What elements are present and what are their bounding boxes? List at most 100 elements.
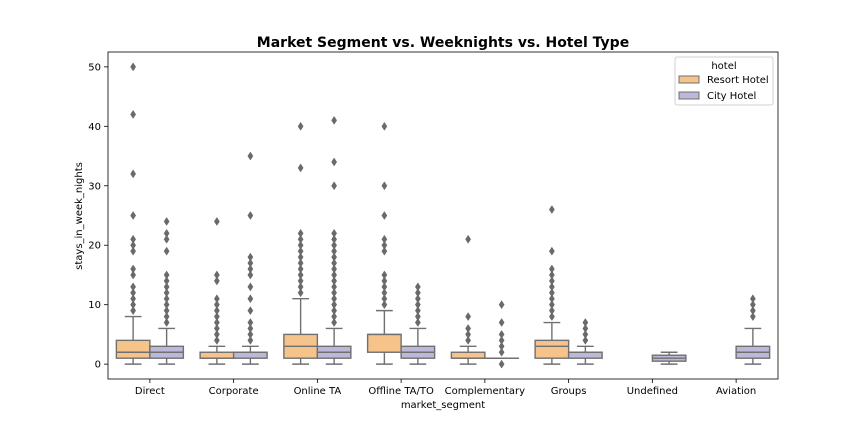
outlier-point <box>163 216 170 226</box>
outlier-point <box>749 306 756 316</box>
x-tick-label: Online TA <box>294 386 342 397</box>
outlier-point <box>130 234 137 244</box>
outlier-point <box>414 306 421 316</box>
outlier-point <box>130 109 137 119</box>
outlier-point <box>163 312 170 322</box>
outlier-point <box>163 306 170 316</box>
outlier-point <box>331 318 338 327</box>
outlier-point <box>213 312 220 322</box>
outlier-point <box>548 246 555 256</box>
x-tick-label: Corporate <box>209 386 259 397</box>
outlier-point <box>331 276 338 286</box>
outlier-point <box>130 62 137 72</box>
outlier-point <box>163 300 170 310</box>
outlier-point <box>498 347 505 357</box>
outlier-point <box>213 300 220 310</box>
box-complementary-resort-hotel <box>450 234 486 365</box>
outlier-point <box>548 282 555 292</box>
outlier-point <box>548 294 555 304</box>
outlier-point <box>247 306 254 316</box>
outlier-point <box>213 329 220 339</box>
outlier-point <box>297 264 304 274</box>
iqr-box <box>199 351 235 359</box>
outlier-point <box>465 329 472 339</box>
outlier-point <box>414 294 421 304</box>
outlier-point <box>331 288 338 298</box>
outlier-point <box>331 300 338 310</box>
outlier-point <box>548 288 555 298</box>
x-tick-label: Aviation <box>716 386 756 397</box>
outlier-point <box>297 234 304 244</box>
outlier-point <box>381 276 388 286</box>
box-direct-city-hotel <box>149 216 185 365</box>
outlier-point <box>130 240 137 250</box>
outlier-point <box>247 318 254 327</box>
box-offline-ta-to-resort-hotel <box>366 121 402 365</box>
outlier-point <box>749 312 756 322</box>
outlier-point <box>247 211 254 220</box>
outlier-point <box>247 329 254 339</box>
outlier-point <box>498 318 505 327</box>
outlier-point <box>163 288 170 298</box>
legend-swatch <box>678 75 700 84</box>
outlier-point <box>582 335 589 345</box>
outlier-point <box>297 276 304 286</box>
outlier-point <box>331 234 338 244</box>
x-axis: Direct Corporate Online TA Offline TA/TO Com… <box>135 379 756 397</box>
outlier-point <box>130 270 137 280</box>
outlier-point <box>582 329 589 339</box>
y-axis: 0 10 20 30 40 50 <box>88 62 108 371</box>
outlier-point <box>331 312 338 322</box>
outlier-point <box>381 294 388 304</box>
outlier-point <box>381 121 388 131</box>
outlier-point <box>465 324 472 333</box>
outlier-point <box>213 216 220 226</box>
plot-area <box>107 51 779 380</box>
outlier-point <box>247 294 254 304</box>
outlier-point <box>130 288 137 298</box>
box-online-ta-resort-hotel <box>283 121 319 365</box>
outlier-point <box>498 341 505 351</box>
legend-entry: City Hotel <box>707 91 756 102</box>
outlier-point <box>247 335 254 345</box>
outlier-point <box>297 121 304 131</box>
outlier-point <box>498 359 505 369</box>
outlier-point <box>381 270 388 280</box>
outlier-point <box>331 306 338 316</box>
outlier-point <box>163 234 170 244</box>
iqr-box <box>115 339 151 359</box>
outlier-point <box>465 335 472 345</box>
outlier-point <box>163 246 170 256</box>
outlier-point <box>331 181 338 191</box>
outlier-point <box>297 270 304 280</box>
x-axis-label: market_segment <box>401 400 485 411</box>
outlier-point <box>331 294 338 304</box>
outlier-point <box>548 306 555 316</box>
outlier-point <box>297 252 304 262</box>
box-online-ta-city-hotel <box>316 115 352 365</box>
outlier-point <box>331 240 338 250</box>
outlier-point <box>247 264 254 274</box>
outlier-point <box>247 252 254 262</box>
outlier-point <box>163 294 170 304</box>
outlier-point <box>130 169 137 179</box>
outlier-point <box>247 258 254 268</box>
outlier-point <box>213 335 220 345</box>
outlier-point <box>749 300 756 310</box>
box-groups-resort-hotel <box>534 205 570 365</box>
outlier-point <box>247 282 254 292</box>
iqr-box <box>567 351 603 359</box>
iqr-box <box>450 351 486 359</box>
axes-frame <box>107 51 779 380</box>
outlier-point <box>414 300 421 310</box>
outlier-point <box>297 228 304 238</box>
box-undefined-city-hotel <box>651 351 687 365</box>
outlier-point <box>297 282 304 292</box>
outlier-point <box>247 270 254 280</box>
y-tick-label: 50 <box>88 62 101 73</box>
outlier-point <box>331 258 338 268</box>
outlier-point <box>163 270 170 280</box>
legend-title: hotel <box>711 61 736 72</box>
outlier-point <box>381 246 388 256</box>
outlier-point <box>297 258 304 268</box>
